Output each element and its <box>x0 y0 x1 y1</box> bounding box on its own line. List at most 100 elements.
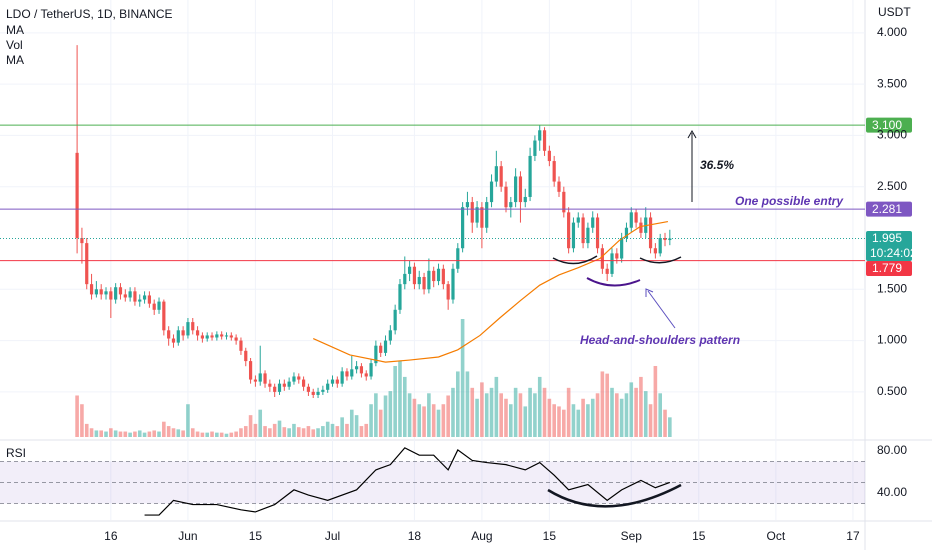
candle-body <box>229 335 233 338</box>
candle-body <box>408 266 412 274</box>
volume-bar <box>610 387 614 437</box>
rsi-pattern-curve <box>547 483 682 508</box>
volume-bar <box>349 409 354 437</box>
candle-body <box>326 383 330 390</box>
pattern-annotation: Head-and-shoulders pattern <box>580 333 740 347</box>
volume-bar <box>292 423 296 437</box>
volume-bar <box>600 371 605 437</box>
candle-body <box>403 273 407 285</box>
volume-bar <box>407 393 412 437</box>
entry-annotation: One possible entry <box>735 194 844 208</box>
arrow-head <box>687 129 697 139</box>
candle-body <box>311 391 315 395</box>
candle-body <box>350 369 354 377</box>
candle-body <box>610 253 614 274</box>
volume-bar <box>484 393 489 437</box>
volume-bar <box>234 431 238 437</box>
y-tick-label: 3.500 <box>877 76 907 90</box>
volume-bar <box>562 409 566 437</box>
volume-bar <box>330 423 335 437</box>
candle-body <box>576 217 580 223</box>
candle-body <box>432 270 436 282</box>
x-tick-label: 16 <box>104 529 118 543</box>
candle-body <box>142 295 147 300</box>
volume-bar <box>446 395 450 437</box>
rsi-tick-label: 40.00 <box>877 485 907 499</box>
candle-body <box>306 386 311 392</box>
volume-bar <box>619 398 624 437</box>
volume-bar <box>605 373 609 437</box>
volume-bar <box>480 382 484 437</box>
volume-bar <box>595 393 600 437</box>
candle-body <box>509 202 513 208</box>
volume-bar <box>282 427 287 437</box>
candle-body <box>248 361 253 380</box>
volume-bar <box>137 430 142 437</box>
candle-body <box>581 217 585 244</box>
volume-bar <box>181 430 185 437</box>
volume-bar <box>321 426 325 437</box>
volume-bar <box>258 409 263 437</box>
x-tick-label: Oct <box>767 529 786 543</box>
volume-bar <box>200 432 205 437</box>
volume-bar <box>388 391 393 437</box>
volume-bar <box>441 404 446 437</box>
volume-bar <box>489 387 494 437</box>
volume-bar <box>581 398 585 437</box>
volume-bar <box>643 391 648 437</box>
ma-line <box>312 220 669 363</box>
candle-body <box>244 350 248 362</box>
volume-bar <box>668 417 672 437</box>
candle-body <box>624 227 629 238</box>
candle-body <box>167 330 171 339</box>
candle-body <box>639 222 643 233</box>
volume-bar <box>272 423 277 437</box>
price-label-box <box>866 231 912 262</box>
volume-bar <box>509 404 513 437</box>
volume-bar <box>378 409 383 437</box>
candle-body <box>489 181 494 203</box>
volume-bar <box>306 426 311 437</box>
candle-body <box>345 371 349 377</box>
candle-body <box>567 212 571 249</box>
candle-body <box>176 330 180 343</box>
arrow-head <box>645 288 654 297</box>
volume-bar <box>84 423 89 437</box>
volume-bar <box>475 398 479 437</box>
volume-bar <box>518 393 523 437</box>
chart-title: LDO / TetherUS, 1D, BINANCE <box>6 7 173 21</box>
candle-body <box>374 345 378 364</box>
candle-body <box>446 284 450 300</box>
volume-bar <box>504 398 508 437</box>
gain-annotation: 36.5% <box>700 158 734 172</box>
x-tick-label: 18 <box>408 529 422 543</box>
x-tick-label: 15 <box>692 529 706 543</box>
volume-bar <box>316 428 320 437</box>
volume-bar <box>113 430 118 437</box>
y-tick-label: 1.000 <box>877 333 907 347</box>
x-tick-label: 17 <box>846 529 860 543</box>
volume-bar <box>422 406 426 437</box>
volume-bar <box>523 406 528 437</box>
candle-body <box>629 212 633 228</box>
candle-body <box>128 291 132 298</box>
volume-bar <box>335 426 340 437</box>
volume-bar <box>80 404 84 437</box>
volume-bar <box>455 371 460 437</box>
candle-body <box>147 295 151 304</box>
candle-body <box>518 176 523 203</box>
volume-bar <box>624 393 629 437</box>
volume-bar <box>537 376 542 437</box>
candle-body <box>205 335 209 339</box>
candle-body <box>355 366 359 370</box>
volume-bar <box>345 423 349 437</box>
volume-bar <box>402 376 407 437</box>
candle-body <box>364 373 368 377</box>
candle-body <box>591 217 595 228</box>
volume-bar <box>634 387 638 437</box>
price-label: 1.779 <box>872 261 902 275</box>
candle-body <box>104 291 108 295</box>
